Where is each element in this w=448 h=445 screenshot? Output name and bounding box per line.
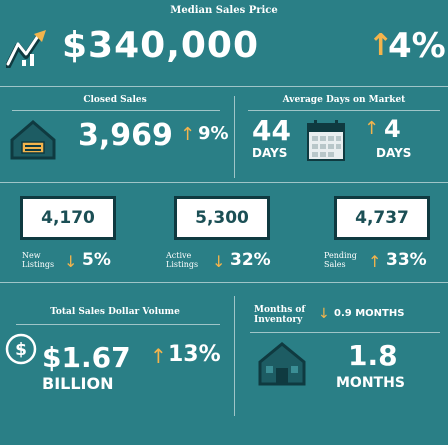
inventory-label-1: Months of (254, 305, 306, 315)
median-price-label: Median Sales Price (170, 5, 278, 16)
new-listings-label-2: Listings (22, 260, 55, 269)
closed-sales-label: Closed Sales (83, 95, 147, 105)
pending-sales-arrow: ↑ (368, 252, 382, 271)
new-listings-arrow: ↓ (64, 252, 78, 271)
inventory-change: 0.9 MONTHS (334, 308, 405, 319)
new-listings-value: 4,170 (41, 208, 95, 228)
divider (250, 332, 440, 333)
calendar-icon (307, 120, 345, 161)
days-value: 44 (252, 114, 291, 147)
dollar-volume-change: 13% (168, 342, 221, 367)
active-listings-label-2: Listings (166, 260, 199, 269)
divider (0, 182, 448, 183)
sold-house-icon (10, 120, 56, 160)
divider (16, 324, 220, 325)
divider (0, 86, 448, 87)
closed-sales-change: 9% (198, 123, 229, 144)
rising-graph-icon (6, 30, 46, 68)
pending-sales-label-1: Pending (324, 251, 357, 260)
dollar-coin-icon: $ (5, 333, 37, 365)
inventory-label-2: Inventory (254, 315, 303, 325)
days-change-unit: DAYS (376, 146, 412, 160)
active-listings-value: 5,300 (195, 208, 249, 228)
dollar-volume-arrow: ↑ (150, 344, 167, 368)
divider (12, 110, 220, 111)
inventory-unit: MONTHS (336, 375, 405, 391)
median-price-value: $340,000 (62, 25, 260, 66)
active-listings-change: 32% (230, 250, 271, 270)
new-listings-change: 5% (82, 250, 111, 270)
svg-text:$: $ (15, 340, 27, 360)
divider (234, 296, 235, 416)
median-price-arrow: ↑ (368, 28, 394, 63)
dollar-volume-unit: BILLION (42, 374, 114, 393)
dollar-volume-label: Total Sales Dollar Volume (50, 307, 180, 317)
pending-sales-box: 4,737 (334, 196, 430, 240)
house-icon (258, 342, 306, 386)
days-unit: DAYS (252, 146, 288, 160)
divider (0, 282, 448, 283)
active-listings-box: 5,300 (174, 196, 270, 240)
days-change: 4 (384, 115, 401, 143)
dollar-volume-value: $1.67 (42, 341, 131, 374)
closed-sales-arrow: ↑ (180, 124, 196, 145)
new-listings-label-1: New (22, 251, 41, 260)
inventory-value: 1.8 (348, 339, 398, 372)
inventory-arrow: ↓ (318, 306, 330, 322)
divider (234, 96, 235, 178)
median-price-change: 4% (388, 26, 446, 66)
active-listings-arrow: ↓ (212, 252, 226, 271)
pending-sales-value: 4,737 (355, 208, 409, 228)
pending-sales-change: 33% (386, 250, 427, 270)
active-listings-label-1: Active (166, 251, 192, 260)
days-arrow: ↑ (364, 118, 380, 139)
new-listings-box: 4,170 (20, 196, 116, 240)
pending-sales-label-2: Sales (324, 260, 346, 269)
divider (248, 110, 440, 111)
closed-sales-value: 3,969 (78, 118, 173, 153)
days-on-market-label: Average Days on Market (282, 95, 406, 105)
